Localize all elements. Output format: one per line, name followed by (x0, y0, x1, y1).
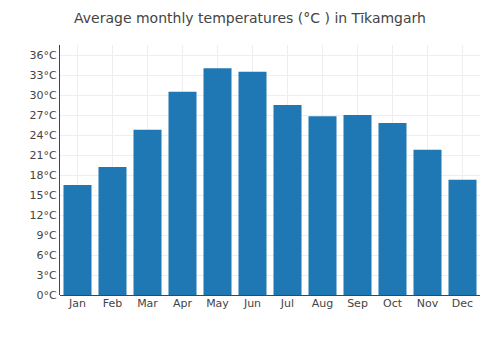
svg-text:21°C: 21°C (30, 149, 57, 162)
svg-text:Apr: Apr (173, 297, 193, 310)
svg-text:Jan: Jan (68, 297, 86, 310)
svg-text:6°C: 6°C (37, 249, 57, 262)
svg-text:Jun: Jun (243, 297, 261, 310)
svg-text:30°C: 30°C (30, 89, 57, 102)
svg-text:36°C: 36°C (30, 49, 57, 62)
svg-text:Oct: Oct (383, 297, 403, 310)
svg-text:24°C: 24°C (30, 129, 57, 142)
svg-text:Feb: Feb (103, 297, 122, 310)
svg-text:33°C: 33°C (30, 69, 57, 82)
svg-text:9°C: 9°C (37, 229, 57, 242)
svg-text:May: May (206, 297, 229, 310)
svg-text:Nov: Nov (417, 297, 439, 310)
svg-text:18°C: 18°C (30, 169, 57, 182)
svg-text:Jul: Jul (280, 297, 294, 310)
svg-text:27°C: 27°C (30, 109, 57, 122)
svg-text:0°C: 0°C (37, 289, 57, 302)
svg-text:Aug: Aug (312, 297, 333, 310)
svg-text:3°C: 3°C (37, 269, 57, 282)
svg-text:Sep: Sep (347, 297, 368, 310)
svg-text:Mar: Mar (137, 297, 158, 310)
svg-text:Dec: Dec (452, 297, 473, 310)
svg-text:Average monthly temperatures (: Average monthly temperatures (°C ) in Tī… (74, 10, 426, 26)
svg-text:15°C: 15°C (30, 189, 57, 202)
svg-text:12°C: 12°C (30, 209, 57, 222)
